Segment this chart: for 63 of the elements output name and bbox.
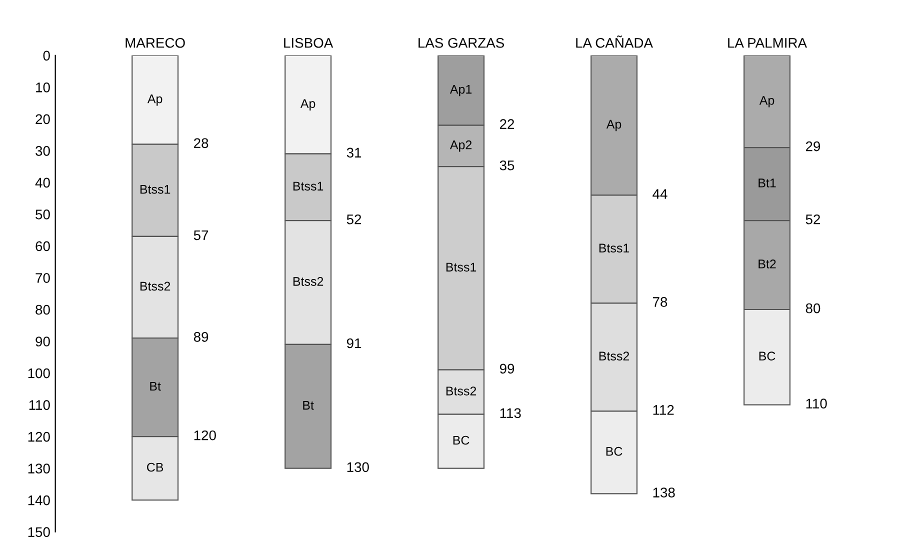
data-label: Btss2 [140,282,170,291]
annotation: 120 [194,430,216,440]
annotation: 91 [346,338,362,348]
data-label: Ap [300,99,316,110]
data-label: Ap1 [450,84,472,96]
y-tick-label: 140 [28,495,50,506]
annotation: 22 [500,119,514,129]
data-label: Ap [759,96,774,108]
annotation: 89 [194,332,208,342]
annotation: 52 [806,214,820,224]
annotation: 44 [652,189,668,199]
y-tick-label: 50 [36,210,50,220]
data-label: Bt [150,382,161,391]
data-label: CB [147,462,164,472]
data-label: BC [606,446,622,456]
annotation: 130 [347,462,369,472]
annotation: 138 [653,488,675,498]
y-tick-label: 80 [36,304,50,315]
data-label: Bt1 [758,178,776,188]
data-label: Btss1 [446,262,476,272]
annotation: 35 [500,160,514,170]
annotation: 28 [194,138,208,148]
data-label: Btss1 [140,185,170,194]
x-tick-label: LA PALMIRA [728,38,807,48]
annotation: 57 [194,230,208,240]
annotation: 110 [806,398,827,409]
data-label: Btss2 [446,386,476,396]
data-label: Ap [147,94,162,106]
x-tick-label: LAS GARZAS [418,38,504,48]
data-label: BC [759,352,776,360]
x-tick-label: MARECO [126,38,185,48]
data-label: Ap [606,120,622,132]
y-tick-label: 30 [36,146,50,156]
y-tick-label: 100 [28,368,50,378]
annotation: 78 [652,297,668,307]
data-label: Ap2 [450,140,472,152]
annotation: 29 [806,141,820,152]
y-tick-label: 90 [36,336,50,346]
annotation: 31 [346,148,362,158]
y-tick-label: 70 [36,273,50,283]
x-tick-label: LA CAÑADA [576,35,653,48]
annotation: 80 [806,303,820,314]
data-label: Btss1 [293,182,324,191]
annotation: 52 [346,214,362,224]
y-tick-label: 110 [29,400,50,410]
y-tick-label: 10 [36,82,50,92]
x-tick-label: LISBOA [284,38,334,48]
y-tick-label: 150 [28,527,50,538]
y-tick-label: 120 [28,432,50,442]
data-label: Btss1 [599,244,630,253]
y-tick-label: 60 [36,241,50,252]
data-label: Bt2 [758,260,776,268]
annotation: 112 [653,405,674,415]
annotation: 99 [500,364,514,374]
annotation: 113 [500,408,521,418]
data-label: Btss2 [293,277,324,286]
data-label: Bt [303,401,314,410]
y-tick-label: 0 [43,50,50,61]
data-label: BC [453,436,470,445]
data-label: Btss2 [599,352,630,360]
y-tick-label: 20 [36,114,50,124]
y-tick-label: 130 [28,464,50,474]
y-tick-label: 40 [35,178,50,188]
